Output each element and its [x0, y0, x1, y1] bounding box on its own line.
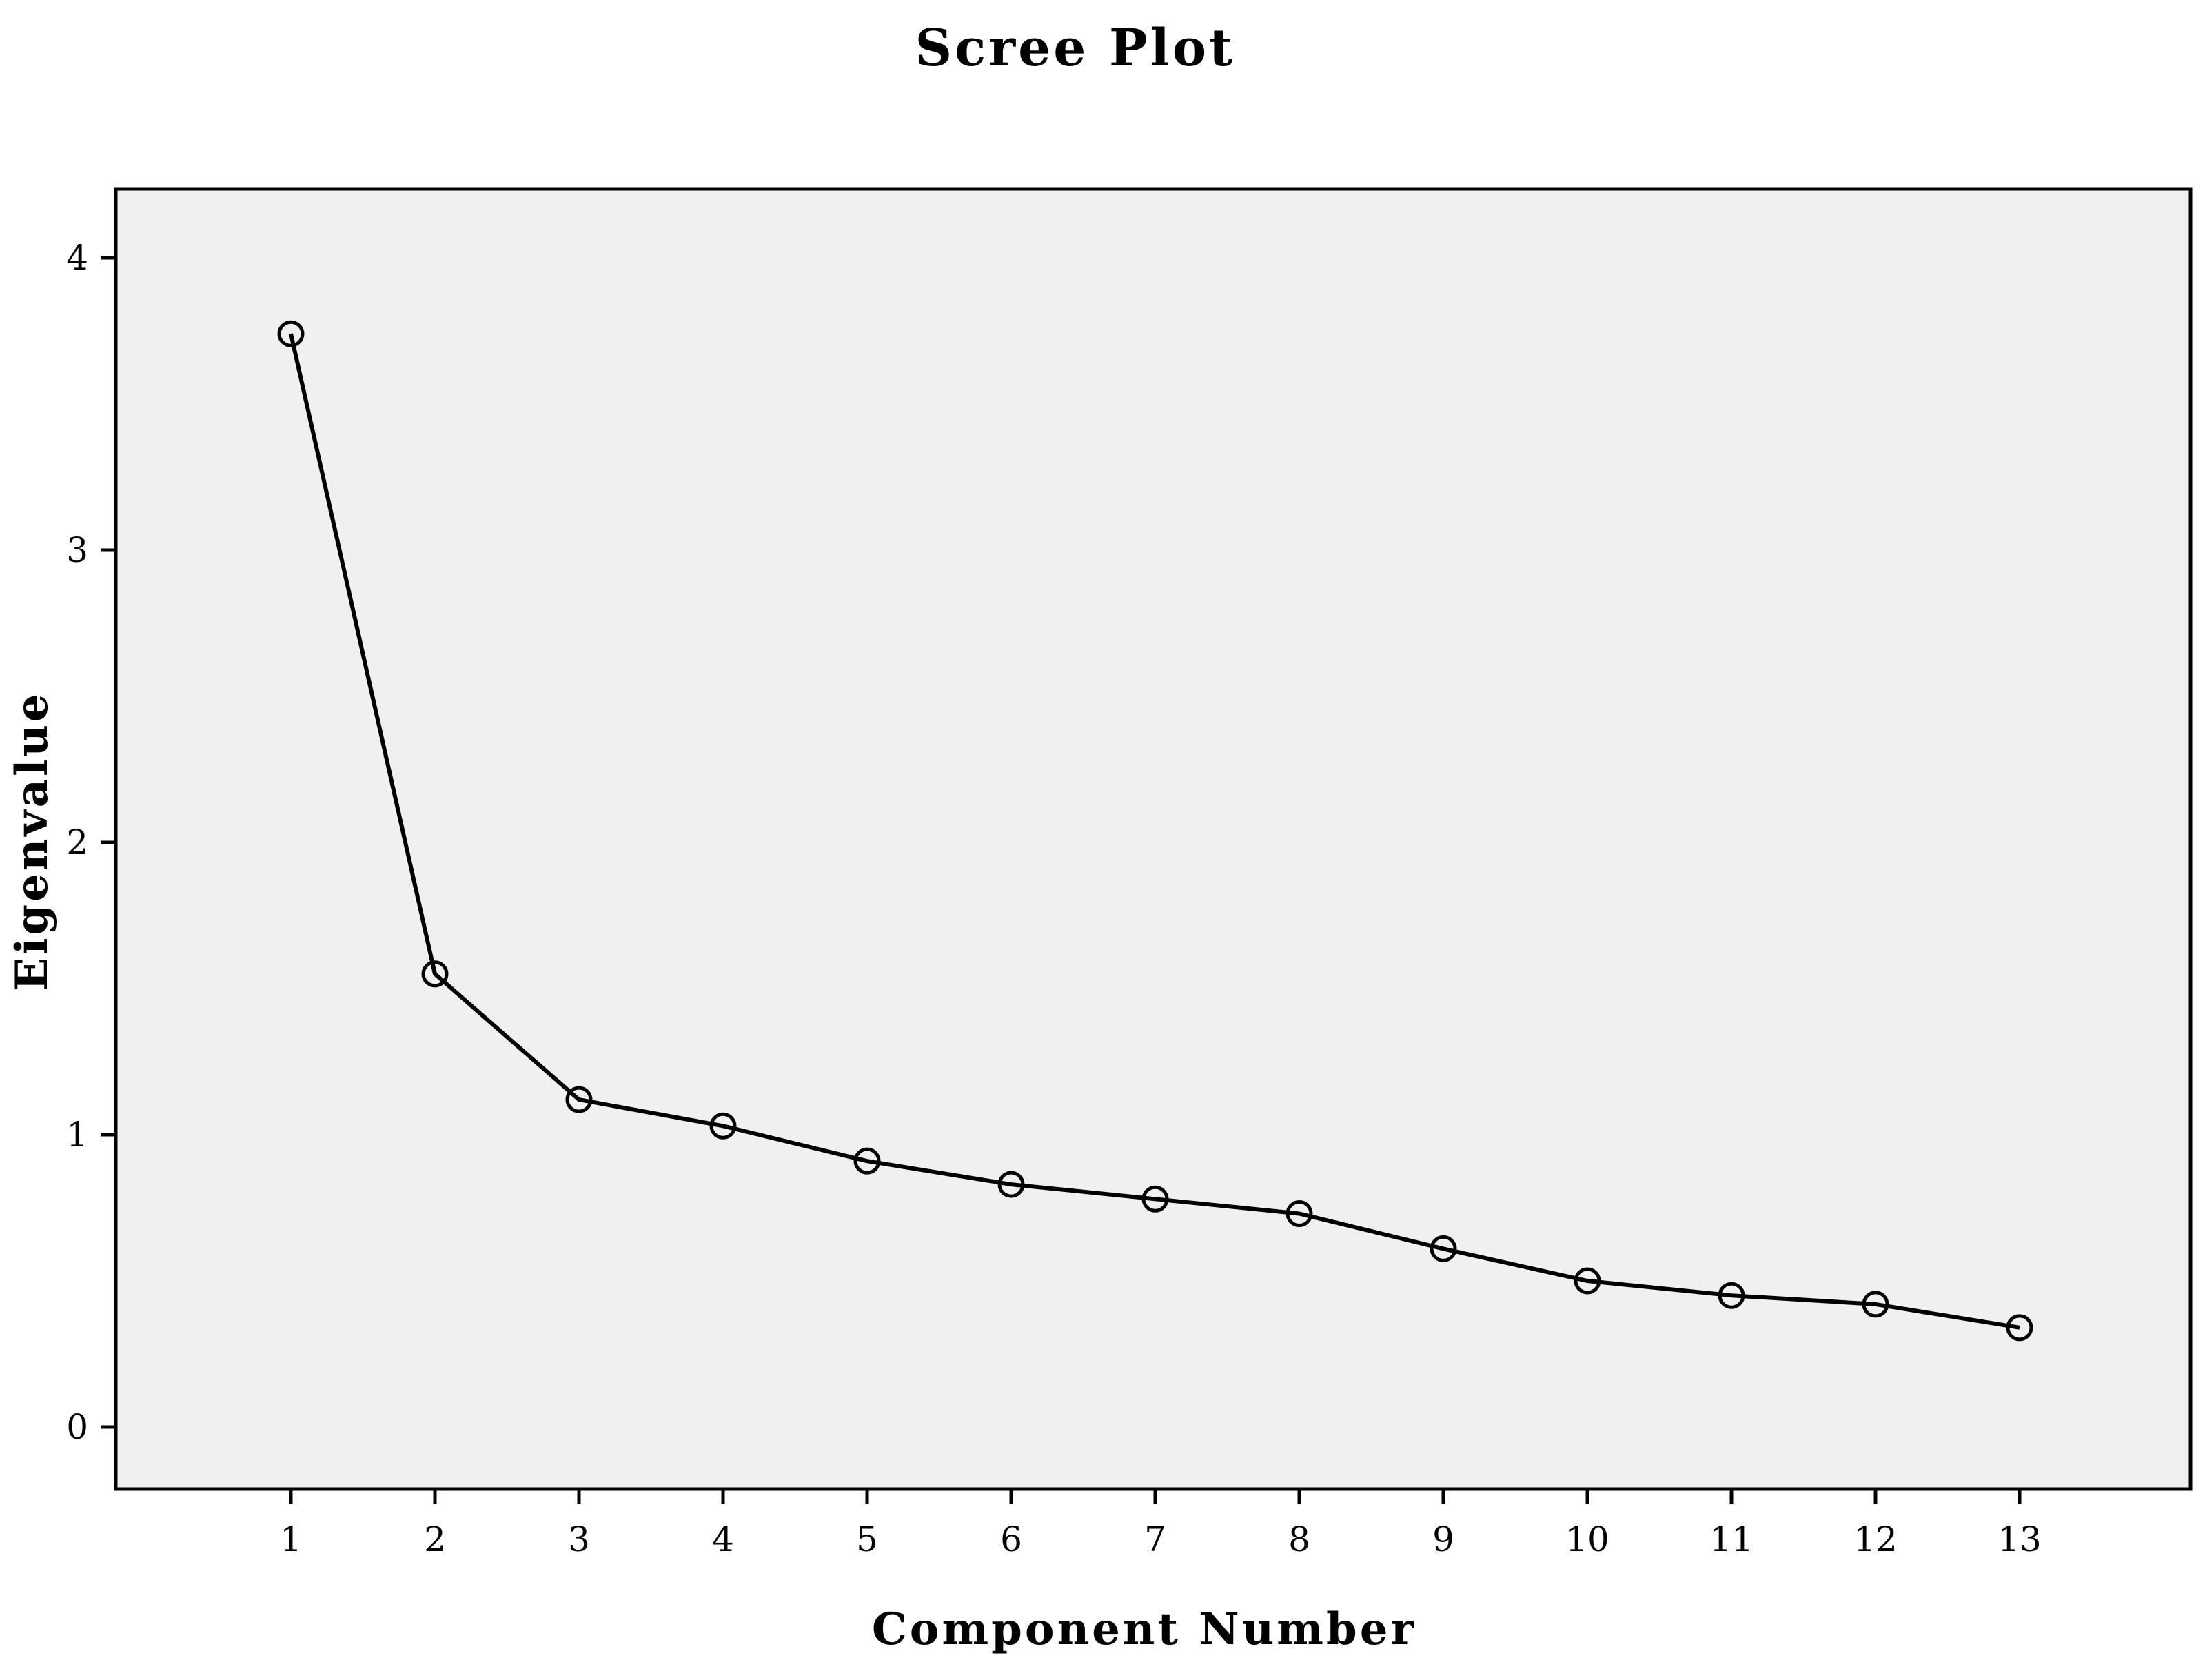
x-axis: 1 2 3 4 5 6 7 8 9 10 11 12 13: [280, 1489, 2042, 1559]
data-point: [997, 1171, 1025, 1198]
data-point: [1286, 1200, 1313, 1227]
data-point: [709, 1112, 737, 1140]
data-point: [1862, 1291, 1889, 1318]
data-point: [565, 1086, 593, 1113]
x-tick-label: 3: [568, 1519, 590, 1559]
x-tick-label: 12: [1853, 1519, 1898, 1559]
x-tick-label: 4: [712, 1519, 734, 1559]
data-point: [1141, 1185, 1169, 1213]
y-axis: 0 1 2 3 4: [66, 238, 116, 1447]
y-axis-title: Eigenvalue: [6, 691, 58, 991]
data-point: [277, 320, 305, 347]
data-point: [1574, 1267, 1601, 1295]
data-point: [853, 1147, 881, 1175]
data-point: [2006, 1314, 2033, 1342]
x-axis-title: Component Number: [872, 1603, 1416, 1655]
x-tick-label: 1: [280, 1519, 302, 1559]
x-tick-label: 7: [1144, 1519, 1166, 1559]
x-tick-label: 5: [856, 1519, 878, 1559]
data-point: [421, 960, 449, 988]
series-eigenvalues: [277, 320, 2033, 1342]
chart-title: Scree Plot: [915, 19, 1236, 78]
x-tick-label: 9: [1432, 1519, 1454, 1559]
x-tick-label: 13: [1998, 1519, 2042, 1559]
y-tick-label: 4: [66, 238, 88, 278]
x-tick-label: 11: [1709, 1519, 1754, 1559]
x-tick-label: 8: [1288, 1519, 1310, 1559]
data-point: [1718, 1282, 1745, 1309]
y-tick-label: 3: [66, 530, 88, 570]
data-point: [1430, 1235, 1457, 1262]
plot-area: [114, 187, 2193, 1491]
x-tick-label: 6: [1000, 1519, 1022, 1559]
y-tick-label: 0: [66, 1407, 88, 1447]
x-tick-label: 10: [1565, 1519, 1609, 1559]
y-tick-label: 2: [66, 822, 88, 862]
series-line: [289, 333, 2020, 1330]
x-tick-label: 2: [424, 1519, 446, 1559]
y-tick-label: 1: [66, 1115, 88, 1155]
